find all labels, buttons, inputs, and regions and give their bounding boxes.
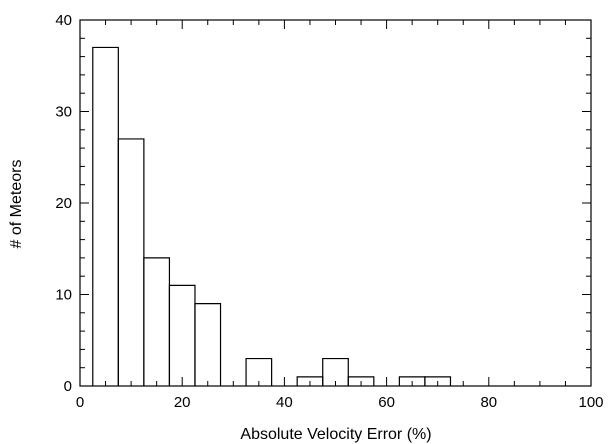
histogram-bar bbox=[92, 46, 119, 386]
y-axis-ticks: 0 10 20 30 40 bbox=[55, 12, 591, 395]
x-tick-label: 60 bbox=[378, 394, 395, 411]
x-tick-label: 0 bbox=[76, 394, 84, 411]
histogram-bar bbox=[117, 138, 145, 386]
histogram-bar bbox=[322, 357, 349, 386]
y-tick-label: 10 bbox=[55, 287, 72, 304]
histogram-bar bbox=[194, 303, 222, 386]
x-tick-label: 20 bbox=[174, 394, 191, 411]
plot-frame bbox=[79, 19, 592, 387]
x-tick-label: 40 bbox=[276, 394, 293, 411]
x-axis-ticks: 0 20 40 60 80 100 bbox=[76, 20, 604, 411]
y-tick-label: 40 bbox=[55, 12, 72, 29]
x-tick-label: 100 bbox=[578, 394, 603, 411]
x-axis-title: Absolute Velocity Error (%) bbox=[240, 426, 431, 443]
histogram-bar bbox=[424, 376, 452, 386]
histogram-bar bbox=[168, 284, 196, 386]
histogram-bars bbox=[92, 46, 452, 386]
x-tick-label: 80 bbox=[480, 394, 497, 411]
y-tick-label: 30 bbox=[55, 104, 72, 121]
y-tick-label: 0 bbox=[64, 378, 72, 395]
histogram-bar bbox=[245, 357, 273, 386]
y-axis-title: # of Meteors bbox=[8, 160, 25, 249]
histogram-bar bbox=[347, 376, 375, 386]
histogram-bar bbox=[143, 257, 171, 386]
y-tick-label: 20 bbox=[55, 195, 72, 212]
plot-border bbox=[79, 19, 592, 387]
